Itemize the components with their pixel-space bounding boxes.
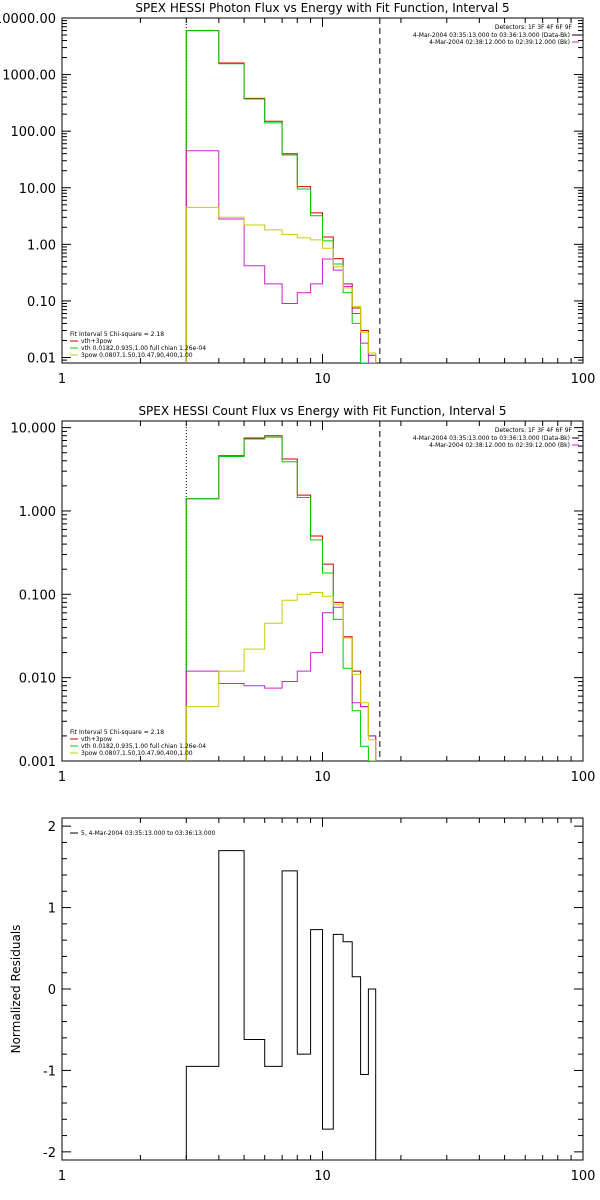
series-2-line [185, 436, 377, 761]
y-tick-label: 0.010 [19, 672, 56, 687]
legend-left-entry: 3pow 0.0807,1.50,10.47,90,400,1.00 [81, 750, 193, 757]
x-tick-label: 1 [58, 372, 66, 387]
y-tick-label: 10000.00 [0, 12, 56, 27]
chart-title-1: SPEX HESSI Photon Flux vs Energy with Fi… [135, 1, 509, 15]
series-1-line [185, 850, 377, 1160]
x-tick-label: 10 [314, 770, 331, 785]
legend-left-entry: vth 0.0182,0.935,1.00 full chian 1.26e-0… [81, 345, 206, 352]
y-tick-label: 0.01 [27, 352, 56, 367]
y-tick-label: 0.10 [27, 295, 56, 310]
y-tick-label: 2 [48, 820, 56, 835]
y-tick-label: 1000.00 [2, 69, 56, 84]
y-tick-label: 10.00 [19, 182, 56, 197]
x-tick-label: 100 [571, 770, 596, 785]
legend-right-entry: 4-Mar-2004 03:35:13.000 to 03:36:13.000 … [413, 435, 570, 442]
series-2-line [185, 30, 377, 363]
legend-left-entry: vth 0.0182,0.935,1.00 full chian 1.26e-0… [81, 743, 206, 750]
y-tick-label: 1.000 [19, 505, 56, 520]
x-tick-label: 100 [571, 372, 596, 387]
x-tick-label: 10 [314, 372, 331, 387]
legend-right-entry: 4-Mar-2004 02:38:12.000 to 02:39:12.000 … [429, 39, 570, 46]
y-tick-label: 10.000 [11, 422, 57, 437]
detectors-label: Detectors: 1F 3F 4F 6F 9F [495, 24, 573, 31]
legend-left-entry: vth+3pow [81, 338, 112, 345]
series-3-line [185, 150, 377, 363]
x-tick-label: 100 [571, 1169, 596, 1184]
series-1-line [185, 435, 377, 761]
y-tick-label: 1 [48, 902, 56, 917]
y-tick-label: 0.100 [19, 588, 56, 603]
legend-right-entry: 4-Mar-2004 03:35:13.000 to 03:36:13.000 … [413, 32, 570, 39]
series-1-line [185, 30, 377, 363]
y-tick-label: 1.00 [27, 238, 56, 253]
detectors-label: Detectors: 1F 3F 4F 6F 9F [495, 427, 573, 434]
x-tick-label: 1 [58, 770, 66, 785]
legend-left-entry: 3pow 0.0807,1.50,10.47,90,400,1.00 [81, 352, 193, 359]
y-tick-label: 0.001 [19, 755, 56, 770]
y-axis-label: Normalized Residuals [9, 925, 23, 1054]
legend-left-entry: Fit Interval 5 Chi-square = 2.18 [70, 331, 164, 338]
chart-title-2: SPEX HESSI Count Flux vs Energy with Fit… [138, 404, 506, 418]
y-tick-label: -2 [43, 1146, 56, 1161]
x-tick-label: 1 [58, 1169, 66, 1184]
series-3-line [185, 606, 377, 761]
x-tick-label: 10 [314, 1169, 331, 1184]
y-tick-label: -1 [43, 1064, 56, 1079]
plot-frame-2 [61, 420, 584, 762]
y-tick-label: 0 [48, 983, 56, 998]
plot-frame-1 [61, 17, 584, 364]
series-4-line [185, 206, 377, 363]
series-4-line [185, 592, 377, 761]
legend-left-entry: Fit Interval 5 Chi-square = 2.18 [70, 729, 164, 736]
legend-right-entry: 4-Mar-2004 02:38:12.000 to 02:39:12.000 … [429, 442, 570, 449]
legend-left-entry: vth+3pow [81, 736, 112, 743]
legend-left-entry: 5, 4-Mar-2004 03:35:13.000 to 03:36:13.0… [81, 830, 216, 837]
y-tick-label: 100.00 [11, 125, 57, 140]
